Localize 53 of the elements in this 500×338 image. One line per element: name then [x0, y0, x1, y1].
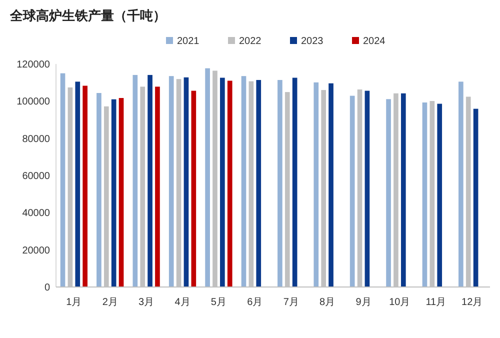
- bar: [422, 102, 428, 287]
- y-tick-label: 60000: [22, 171, 50, 182]
- x-tick-label: 5月: [210, 297, 226, 308]
- bar: [60, 73, 66, 287]
- y-tick-label: 0: [44, 282, 50, 294]
- bar: [437, 104, 442, 287]
- bar: [278, 80, 282, 287]
- x-tick-label: 4月: [174, 297, 190, 308]
- legend-label: 2024: [363, 36, 386, 47]
- y-tick-label: 20000: [22, 245, 50, 256]
- y-tick-label: 40000: [22, 208, 50, 220]
- bar: [118, 98, 124, 287]
- x-tick-label: 7月: [283, 297, 299, 308]
- x-tick-label: 1月: [66, 297, 82, 308]
- x-tick-label: 3月: [138, 297, 154, 308]
- bar: [132, 74, 138, 287]
- x-tick-label: 6月: [247, 297, 263, 308]
- bar: [350, 96, 355, 287]
- bar: [148, 74, 152, 287]
- bar: [205, 68, 210, 287]
- bar: [82, 86, 88, 287]
- bar: [184, 77, 189, 287]
- bar: [227, 80, 232, 287]
- legend-label: 2022: [239, 36, 262, 47]
- legend-label: 2023: [301, 36, 324, 47]
- y-tick-label: 100000: [16, 96, 50, 108]
- x-tick-label: 2月: [102, 297, 118, 308]
- legend-label: 2021: [177, 36, 200, 47]
- bar: [241, 76, 246, 287]
- bar: [191, 90, 196, 287]
- x-tick-label: 8月: [320, 297, 336, 308]
- y-tick-label: 80000: [22, 134, 50, 145]
- x-tick-label: 9月: [356, 297, 372, 308]
- chart-title: 全球高炉生铁产量（千吨）: [9, 8, 166, 24]
- x-tick-label: 10月: [389, 297, 410, 308]
- x-tick-label: 11月: [426, 297, 446, 308]
- bar: [168, 76, 174, 287]
- bar: [328, 83, 334, 287]
- bar: [220, 78, 225, 287]
- bar: [473, 108, 478, 287]
- bar: [96, 92, 102, 287]
- bar: [155, 86, 160, 287]
- bar: [458, 82, 464, 287]
- bar: [111, 99, 116, 287]
- x-tick-label: 12月: [462, 297, 483, 308]
- y-tick-label: 120000: [16, 60, 50, 70]
- bar: [75, 82, 80, 287]
- bar: [386, 99, 391, 287]
- bar: [314, 82, 319, 287]
- bar: [400, 93, 406, 287]
- bar: [364, 90, 370, 287]
- bar: [292, 78, 298, 287]
- bar: [256, 80, 262, 287]
